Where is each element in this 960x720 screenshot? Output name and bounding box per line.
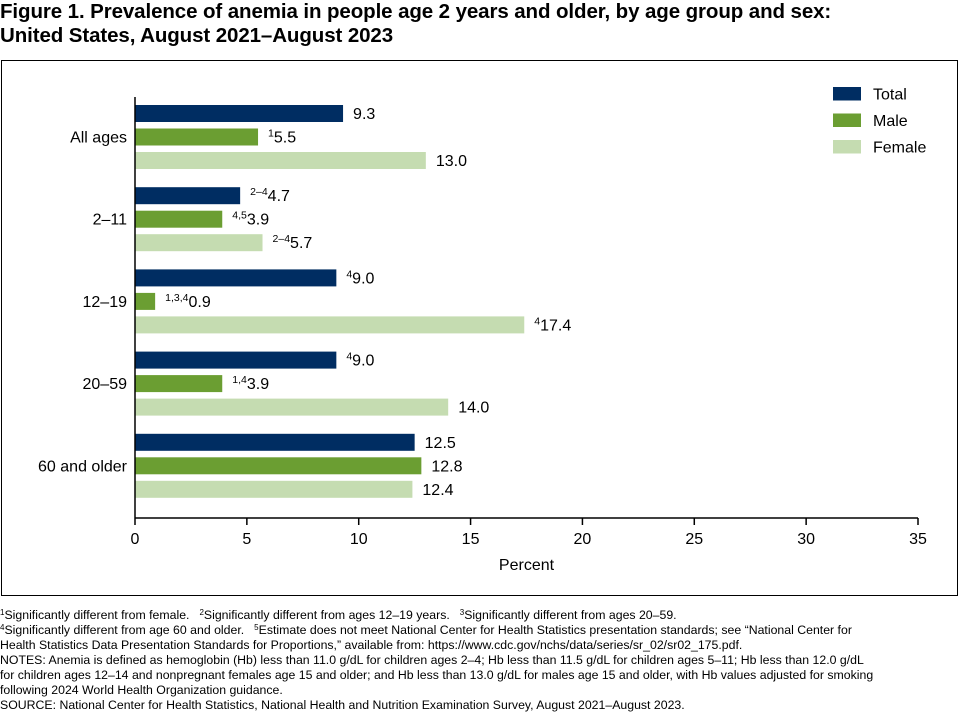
category-label-12-19: 12–19 xyxy=(83,294,128,311)
bar-chart: All ages9.315.513.02–112–44.74,53.92–45.… xyxy=(38,87,927,575)
data-label-value: 9.0 xyxy=(352,353,374,370)
data-label-total-2-11: 2–44.7 xyxy=(250,186,290,205)
x-tick-label-30: 30 xyxy=(797,531,815,548)
footnote-line-1: 1Significantly different from female. 2Si… xyxy=(0,608,960,623)
data-label-total-all-ages: 9.3 xyxy=(353,106,375,123)
data-label-superscript: 4,5 xyxy=(232,210,247,222)
footnote-5-text: Estimate does not meet National Center f… xyxy=(258,623,852,637)
data-label-value: 5.7 xyxy=(290,235,312,252)
bar-total-20-59 xyxy=(135,351,337,369)
notes-line-2: for children ages 12–14 and nonpregnant … xyxy=(0,668,874,682)
data-label-female-20-59: 14.0 xyxy=(458,400,489,417)
bar-total-60-and-older xyxy=(135,433,415,451)
bar-male-2-11 xyxy=(135,210,223,228)
x-axis: 0 5 10 15 20 25 30 35 Percent xyxy=(131,97,927,574)
data-label-female-all-ages: 13.0 xyxy=(436,153,467,170)
x-tick-label-0: 0 xyxy=(131,531,140,548)
bars-layer: All ages9.315.513.02–112–44.74,53.92–45.… xyxy=(38,105,571,499)
x-tick-label-20: 20 xyxy=(574,531,592,548)
bar-male-60-and-older xyxy=(135,457,422,475)
legend-swatch-male xyxy=(833,113,861,127)
category-label-2-11: 2–11 xyxy=(93,212,128,229)
footnote-1-mark: 1 xyxy=(0,608,5,617)
data-label-male-2-11: 4,53.9 xyxy=(232,210,269,229)
data-label-female-12-19: 417.4 xyxy=(534,315,571,334)
bar-total-2-11 xyxy=(135,187,241,205)
footnote-1-text: Significantly different from female. xyxy=(4,608,190,622)
footnote-3-text: Significantly different from ages 20–59. xyxy=(464,608,677,622)
data-label-value: 4.7 xyxy=(268,188,290,205)
data-label-superscript: 4 xyxy=(534,315,540,327)
data-label-value: 3.9 xyxy=(247,212,269,229)
x-tick-label-15: 15 xyxy=(462,531,480,548)
source-line: SOURCE: National Center for Health Stati… xyxy=(0,698,685,712)
bar-total-12-19 xyxy=(135,269,337,287)
footnote-4-mark: 4 xyxy=(0,623,5,632)
footnote-line-3: Health Statistics Data Presentation Stan… xyxy=(0,638,743,652)
category-label-all-ages: All ages xyxy=(70,130,127,147)
bar-male-20-59 xyxy=(135,375,223,393)
bar-male-all-ages xyxy=(135,128,259,146)
bar-female-2-11 xyxy=(135,234,263,252)
data-label-value: 17.4 xyxy=(540,317,571,334)
data-label-value: 9.0 xyxy=(352,270,374,287)
notes-line-1: NOTES: Anemia is defined as hemoglobin (… xyxy=(0,653,864,667)
footnote-3-mark: 3 xyxy=(459,608,465,617)
data-label-value: 5.5 xyxy=(274,130,296,147)
data-label-superscript: 1,3,4 xyxy=(165,292,189,304)
footnote-line-2: 4Significantly different from age 60 and… xyxy=(0,623,960,638)
data-label-female-2-11: 2–45.7 xyxy=(273,233,313,252)
legend-label-female: Female xyxy=(873,140,926,157)
legend: Total Male Female xyxy=(833,87,926,157)
category-label-60-and-older: 60 and older xyxy=(38,458,128,475)
data-label-female-60-and-older: 12.4 xyxy=(422,482,453,499)
data-label-value: 3.9 xyxy=(247,376,269,393)
x-tick-label-25: 25 xyxy=(685,531,703,548)
data-label-total-12-19: 49.0 xyxy=(346,268,374,287)
footnote-2-text: Significantly different from ages 12–19 … xyxy=(203,608,450,622)
data-label-superscript: 4 xyxy=(346,351,352,363)
bar-female-all-ages xyxy=(135,152,426,169)
legend-swatch-total xyxy=(833,87,861,101)
footnote-2-mark: 2 xyxy=(199,608,204,617)
footnotes: 1Significantly different from female. 2Si… xyxy=(0,608,960,713)
data-label-value: 0.9 xyxy=(188,294,210,311)
data-label-superscript: 1,4 xyxy=(232,374,247,386)
data-label-male-12-19: 1,3,40.9 xyxy=(165,292,211,311)
bar-male-12-19 xyxy=(135,292,156,310)
bar-female-60-and-older xyxy=(135,480,413,498)
x-tick-label-35: 35 xyxy=(909,531,927,548)
legend-label-male: Male xyxy=(873,113,908,130)
data-label-male-all-ages: 15.5 xyxy=(268,128,296,147)
bar-female-20-59 xyxy=(135,398,449,416)
chart-title-line-1: Figure 1. Prevalence of anemia in people… xyxy=(0,0,832,23)
chart-title-line-2: United States, August 2021–August 2023 xyxy=(0,24,394,47)
bar-female-12-19 xyxy=(135,316,525,334)
x-axis-title: Percent xyxy=(499,557,555,574)
data-label-male-60-and-older: 12.8 xyxy=(431,458,462,475)
chart-frame xyxy=(1,60,958,596)
x-tick-label-5: 5 xyxy=(242,531,251,548)
x-tick-label-10: 10 xyxy=(350,531,368,548)
data-label-superscript: 4 xyxy=(346,268,352,280)
data-label-male-20-59: 1,43.9 xyxy=(232,374,269,393)
legend-swatch-female xyxy=(833,140,861,154)
category-label-20-59: 20–59 xyxy=(83,376,128,393)
bar-total-all-ages xyxy=(135,105,344,122)
data-label-total-20-59: 49.0 xyxy=(346,351,374,370)
notes-line-3: following 2024 World Health Organization… xyxy=(0,683,283,697)
footnote-4-text: Significantly different from age 60 and … xyxy=(4,623,245,637)
chart-title: Figure 1. Prevalence of anemia in people… xyxy=(0,0,960,48)
data-label-superscript: 2–4 xyxy=(273,233,291,245)
data-label-superscript: 1 xyxy=(268,128,274,140)
data-label-total-60-and-older: 12.5 xyxy=(425,435,456,452)
legend-label-total: Total xyxy=(873,87,907,104)
data-label-superscript: 2–4 xyxy=(250,186,268,198)
footnote-5-mark: 5 xyxy=(254,623,259,632)
